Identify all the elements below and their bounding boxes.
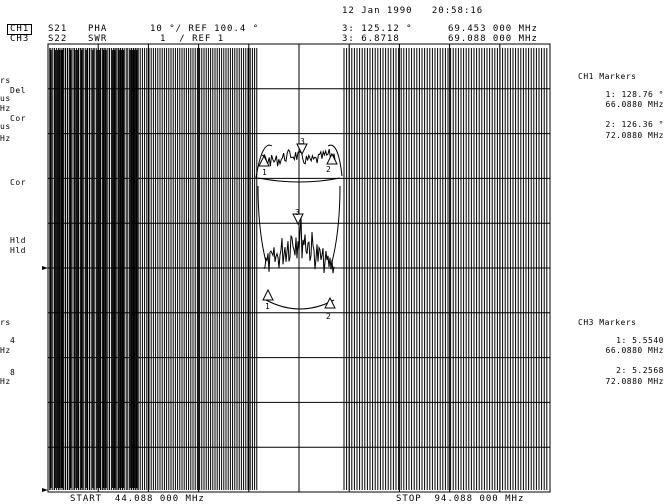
ch1-marker-2[interactable]: [326, 152, 338, 165]
softkey-cor[interactable]: Cor: [10, 114, 26, 123]
ch3-marker-3-label: 3: [295, 208, 300, 217]
ch1-marker2-freq: 72.0880 MHz: [605, 131, 664, 140]
softkey-del-hz: Hz: [0, 104, 11, 113]
ch3-marker2-freq: 72.0880 MHz: [605, 377, 664, 386]
ch1-channel-label[interactable]: CH1: [7, 24, 33, 35]
ch3-active-freq: 69.088 000 MHz: [448, 34, 538, 44]
ch3-reference-arrow: [42, 488, 48, 492]
ch1-format: PHA: [88, 24, 108, 34]
ch1-envelope: [255, 144, 343, 183]
ch1-phase-trace: [261, 148, 336, 167]
sweep-lines: [49, 48, 548, 490]
ch1-active-freq: 69.453 000 MHz: [448, 24, 538, 34]
ch3-swr-trace: [263, 215, 335, 274]
ch3-marker-1[interactable]: [262, 288, 274, 301]
ch1-marker-2-label: 2: [326, 165, 331, 174]
softkey-hz-8: Hz: [0, 377, 11, 386]
softkey-hld-2[interactable]: Hld: [10, 246, 26, 255]
softkey-cor-hz: Hz: [0, 134, 11, 143]
ch1-markers-title: CH1 Markers: [578, 72, 637, 81]
ch1-marker-3[interactable]: [296, 143, 308, 156]
ch3-marker-3[interactable]: [292, 213, 304, 226]
softkey-cor-2[interactable]: Cor: [10, 178, 26, 187]
ch1-marker1-value: 1: 128.76 °: [605, 90, 664, 99]
ch3-marker-1-label: 1: [265, 302, 270, 311]
softkey-del[interactable]: Del: [10, 86, 26, 95]
ch3-markers-title: CH3 Markers: [578, 318, 637, 327]
ch1-param: S21: [48, 24, 68, 34]
ch1-marker-1[interactable]: [258, 154, 270, 167]
ch3-marker1-value: 1: 5.5540: [616, 336, 664, 345]
start-frequency[interactable]: START 44.088 000 MHz: [70, 494, 205, 504]
ch1-marker-3-label: 3: [300, 137, 305, 146]
ch3-format: SWR: [88, 34, 108, 44]
softkey-markers-3[interactable]: rs: [0, 318, 11, 327]
ch3-channel-label[interactable]: CH3: [10, 34, 30, 44]
ch3-scale: 1 / REF 1: [160, 34, 225, 44]
ch1-scale: 10 °/ REF 100.4 °: [150, 24, 260, 34]
softkey-val-8: 8: [10, 368, 16, 377]
softkey-cor-unit: us: [0, 122, 11, 131]
softkey-hz-4: Hz: [0, 346, 11, 355]
date-time: 12 Jan 1990 20:58:16: [342, 6, 484, 16]
ch1-active-marker: 3: 125.12 °: [342, 24, 413, 34]
ch1-marker-1-label: 1: [262, 168, 267, 177]
ch3-marker2-value: 2: 5.2568: [616, 366, 664, 375]
stop-frequency[interactable]: STOP 94.088 000 MHz: [396, 494, 525, 504]
ch3-active-marker: 3: 6.8718: [342, 34, 400, 44]
softkey-del-unit: us: [0, 94, 11, 103]
ch1-reference-arrow: [42, 266, 48, 270]
ch1-marker1-freq: 66.0880 MHz: [605, 100, 664, 109]
ch3-marker-2[interactable]: [324, 296, 336, 309]
ch3-param: S22: [48, 34, 68, 44]
ch3-marker1-freq: 66.0880 MHz: [605, 346, 664, 355]
softkey-markers-1[interactable]: rs: [0, 76, 11, 85]
ch3-marker-2-label: 2: [326, 312, 331, 321]
softkey-hld-1[interactable]: Hld: [10, 236, 26, 245]
marker-group: 1 2 3 1 2 3: [258, 137, 338, 321]
softkey-val-4: 4: [10, 336, 16, 345]
ch1-marker2-value: 2: 126.36 °: [605, 120, 664, 129]
